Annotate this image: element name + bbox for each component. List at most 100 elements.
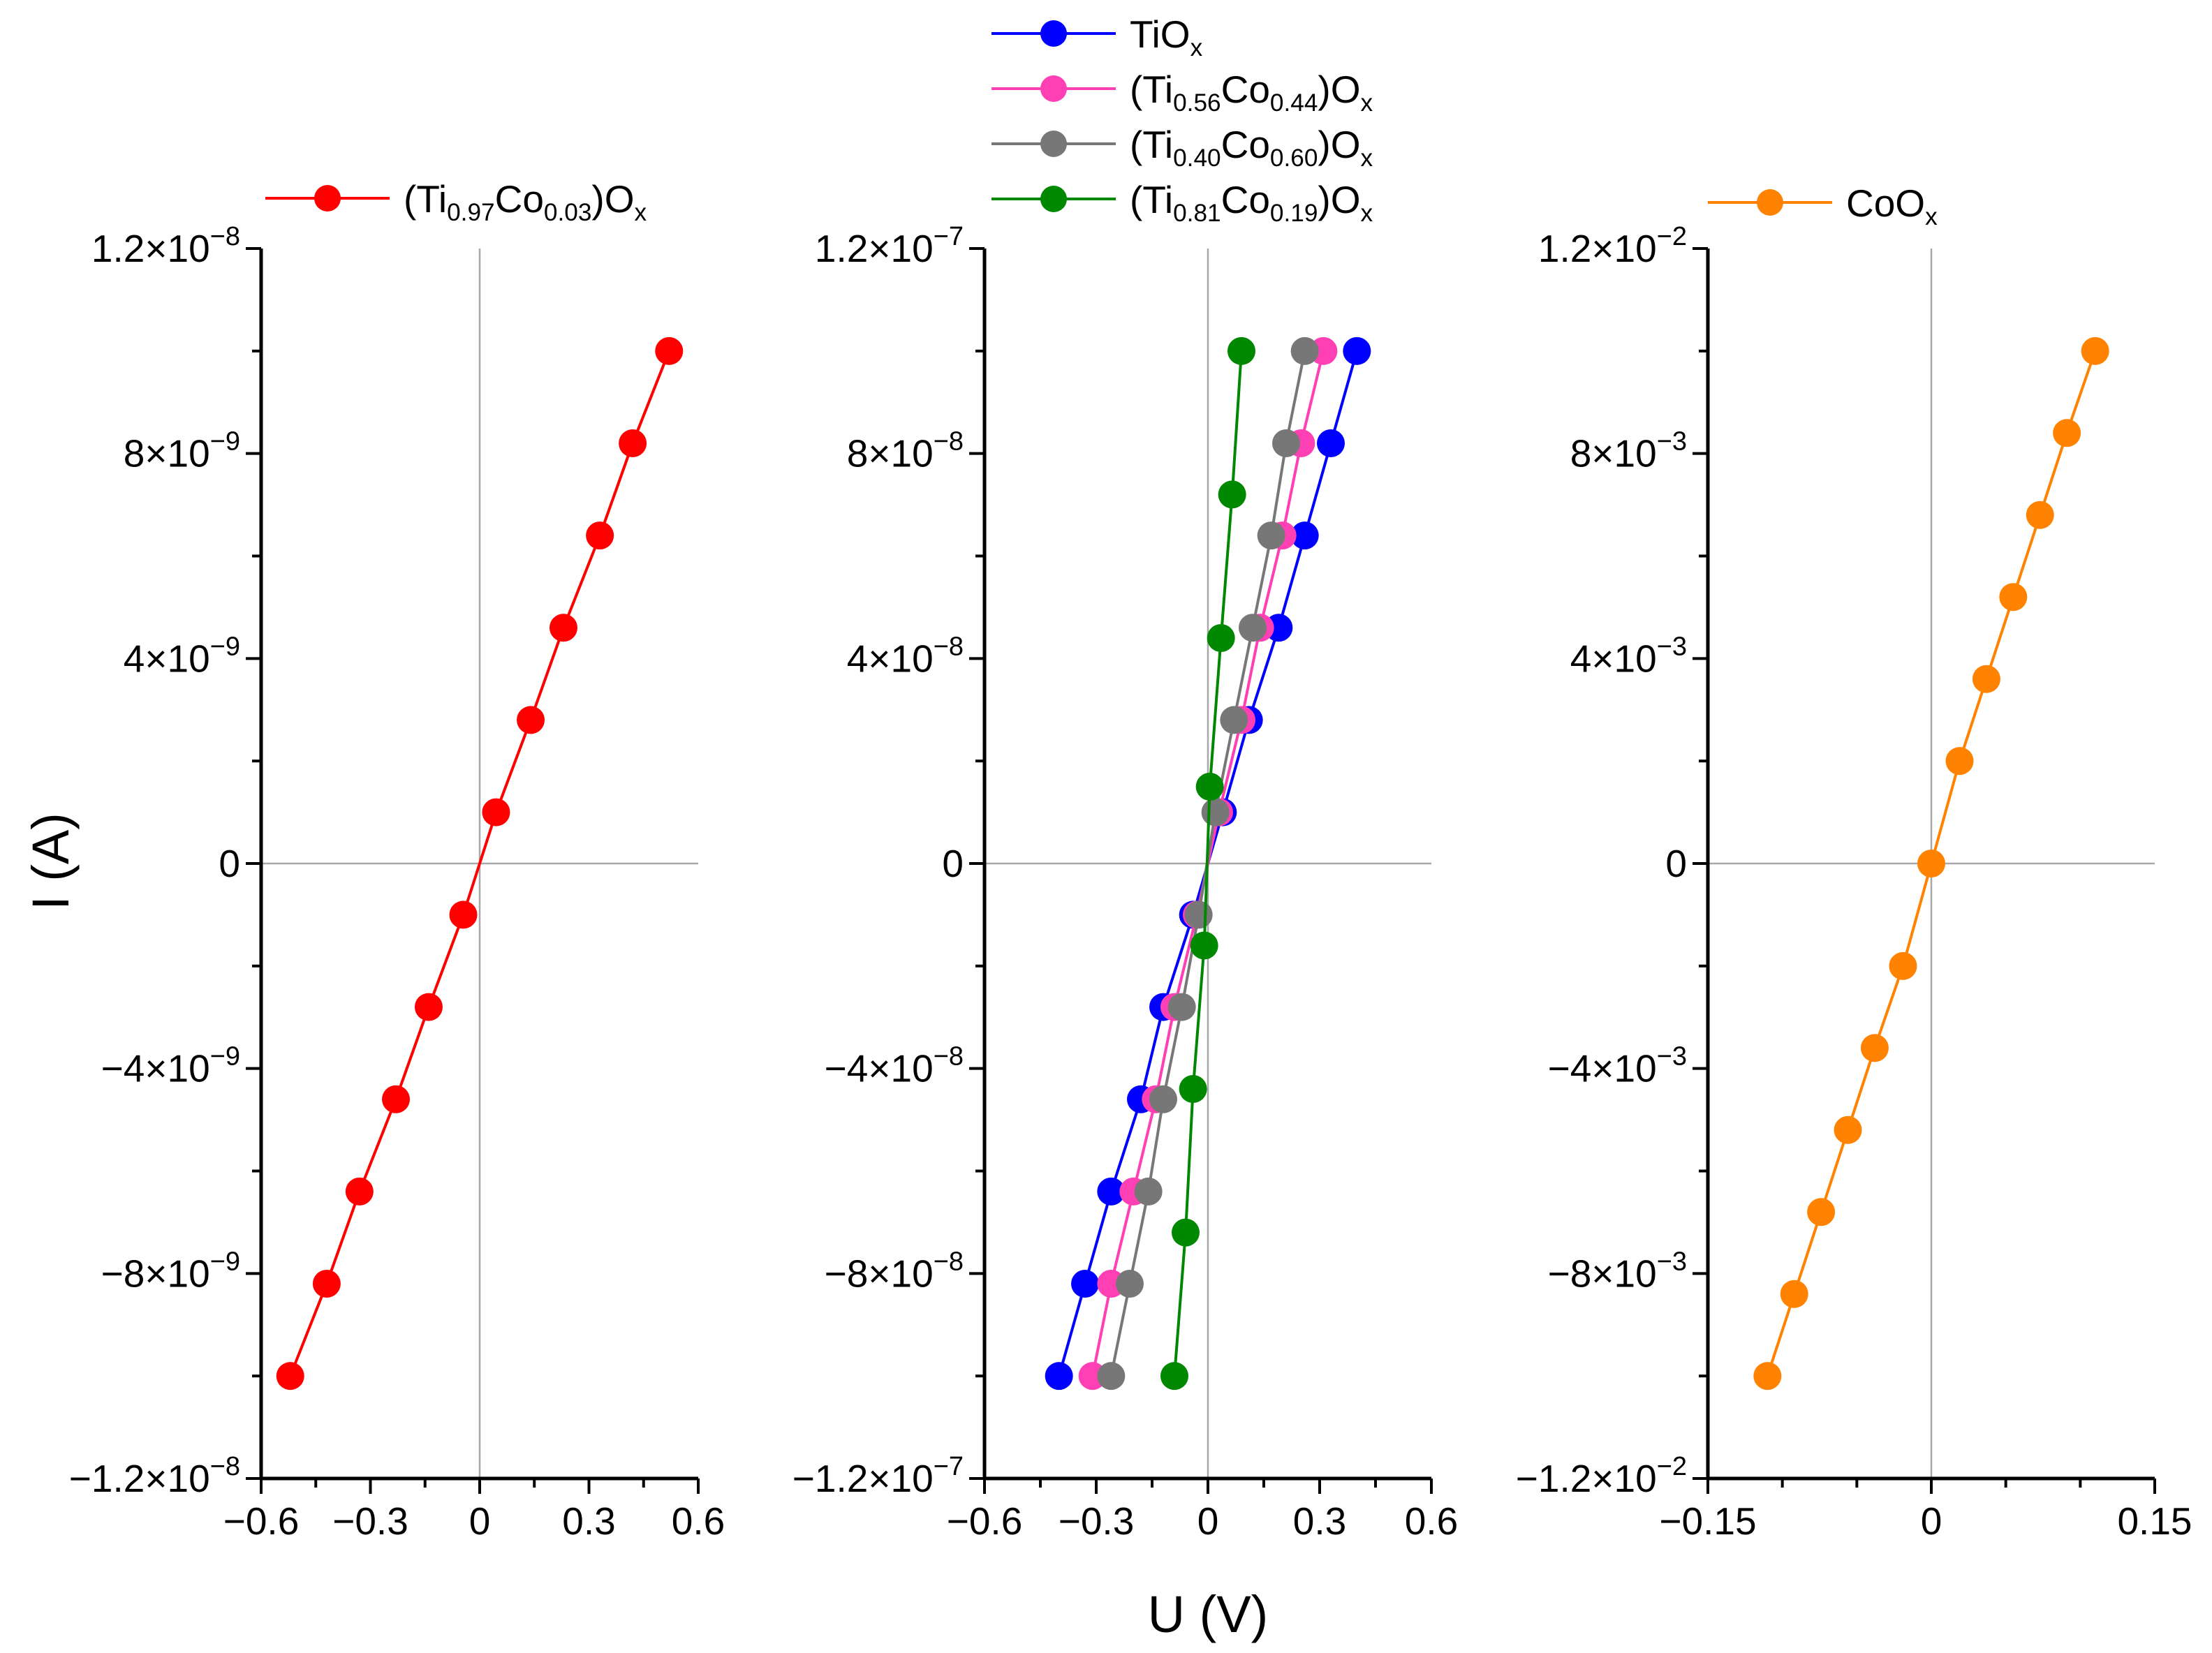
data-point bbox=[1290, 521, 1319, 550]
x-tick-label: 0 bbox=[1921, 1499, 1942, 1543]
y-tick-label: −4×10−3 bbox=[1548, 1042, 1687, 1090]
y-tick-exponent: −7 bbox=[934, 1452, 964, 1481]
data-point bbox=[414, 993, 443, 1021]
data-point bbox=[549, 614, 577, 642]
data-point bbox=[1134, 1177, 1163, 1206]
y-axis-label: I (A) bbox=[22, 813, 80, 910]
y-tick-exponent: −8 bbox=[934, 1042, 964, 1072]
x-tick-label: −0.3 bbox=[332, 1499, 408, 1543]
y-tick-exponent: −8 bbox=[934, 632, 964, 661]
y-tick-label: −8×10−8 bbox=[825, 1247, 964, 1295]
y-tick-mantissa: 0 bbox=[942, 842, 964, 885]
data-point bbox=[1220, 706, 1248, 734]
data-point bbox=[1167, 993, 1196, 1021]
y-tick-exponent: −8 bbox=[210, 1452, 240, 1481]
legend-label: (Ti0.56Co0.44)Ox bbox=[1130, 68, 1373, 117]
legend-marker bbox=[1040, 186, 1067, 212]
data-point bbox=[1889, 951, 1917, 980]
y-tick-mantissa: −4×10 bbox=[101, 1047, 210, 1090]
legend-label-part: 0.81 bbox=[1173, 200, 1221, 227]
data-point bbox=[1945, 747, 1974, 776]
legend-label-part: x bbox=[1190, 34, 1203, 61]
y-tick-label: 8×10−3 bbox=[1570, 427, 1687, 475]
legend-label: (Ti0.40Co0.60)Ox bbox=[1130, 123, 1373, 172]
data-point bbox=[1239, 614, 1267, 642]
legend-label-part: 0.44 bbox=[1270, 89, 1318, 117]
panel-right: 1.2×10−28×10−34×10−30−4×10−3−8×10−3−1.2×… bbox=[1516, 181, 2192, 1543]
legend-marker bbox=[314, 185, 341, 212]
legend-label: CoOx bbox=[1846, 181, 1938, 230]
data-point bbox=[312, 1270, 341, 1298]
x-tick-label: 0.6 bbox=[672, 1499, 725, 1543]
x-tick-label: 0.3 bbox=[1293, 1499, 1346, 1543]
y-tick-mantissa: 8×10 bbox=[1570, 432, 1657, 475]
y-tick-label: 1.2×10−8 bbox=[91, 222, 240, 270]
data-point bbox=[1179, 1075, 1207, 1104]
legend-label-part: (Ti bbox=[1130, 123, 1173, 166]
x-tick-label: 0.15 bbox=[2117, 1499, 2192, 1543]
data-point bbox=[1045, 1362, 1073, 1391]
x-tick-label: −0.6 bbox=[223, 1499, 300, 1543]
y-tick-mantissa: 4×10 bbox=[124, 637, 210, 680]
legend-marker bbox=[1040, 20, 1067, 47]
legend-label: (Ti0.81Co0.19)Ox bbox=[1130, 178, 1373, 227]
y-tick-mantissa: −4×10 bbox=[1548, 1047, 1657, 1090]
data-point bbox=[1097, 1362, 1126, 1391]
data-point bbox=[1290, 336, 1319, 365]
y-tick-mantissa: −8×10 bbox=[825, 1252, 934, 1295]
y-tick-exponent: −3 bbox=[1657, 1247, 1687, 1276]
data-point bbox=[1972, 665, 2000, 693]
data-point bbox=[1834, 1115, 1862, 1144]
data-point bbox=[1807, 1198, 1836, 1226]
y-tick-exponent: −3 bbox=[1657, 427, 1687, 457]
data-point bbox=[276, 1362, 304, 1391]
x-tick-label: 0 bbox=[1197, 1499, 1219, 1543]
x-tick-label: −0.3 bbox=[1059, 1499, 1135, 1543]
data-point bbox=[586, 521, 614, 550]
data-point bbox=[1184, 900, 1213, 929]
data-point bbox=[1190, 931, 1218, 960]
y-tick-label: 4×10−8 bbox=[847, 632, 964, 680]
data-point bbox=[1195, 772, 1224, 801]
legend-label-part: CoO bbox=[1846, 181, 1925, 225]
legend-label-part: x bbox=[1925, 203, 1938, 230]
y-tick-label: −1.2×10−2 bbox=[1516, 1452, 1687, 1500]
y-tick-label: −4×10−8 bbox=[825, 1042, 964, 1090]
legend-label-part: x bbox=[1361, 200, 1373, 227]
y-tick-mantissa: 0 bbox=[1665, 842, 1687, 885]
series-line bbox=[1173, 350, 1243, 1377]
data-point bbox=[1780, 1280, 1808, 1308]
y-tick-exponent: −2 bbox=[1657, 1452, 1687, 1481]
data-point bbox=[1343, 336, 1371, 365]
legend-label-part: (Ti bbox=[1130, 68, 1173, 111]
legend-label-part: x bbox=[635, 199, 647, 226]
y-tick-exponent: −7 bbox=[934, 222, 964, 251]
legend-label-part: 0.03 bbox=[544, 199, 592, 226]
y-tick-mantissa: −1.2×10 bbox=[792, 1457, 934, 1500]
data-point bbox=[655, 336, 684, 365]
data-point bbox=[619, 429, 647, 457]
data-point bbox=[1116, 1270, 1144, 1298]
legend-label-part: )O bbox=[591, 177, 634, 221]
data-point bbox=[1227, 336, 1255, 365]
legend-label-part: TiO bbox=[1130, 13, 1190, 56]
data-point bbox=[1149, 1085, 1177, 1113]
y-tick-exponent: −2 bbox=[1657, 222, 1687, 251]
x-axis-label: U (V) bbox=[1148, 1585, 1269, 1643]
legend-label-part: (Ti bbox=[404, 177, 447, 221]
legend-label-part: )O bbox=[1318, 123, 1360, 166]
y-tick-label: −8×10−9 bbox=[101, 1247, 240, 1295]
y-tick-mantissa: −8×10 bbox=[1548, 1252, 1657, 1295]
legend-marker bbox=[1040, 75, 1067, 102]
data-point bbox=[345, 1177, 374, 1206]
legend-label-part: 0.19 bbox=[1270, 200, 1318, 227]
data-point bbox=[1207, 623, 1235, 652]
y-tick-exponent: −3 bbox=[1657, 1042, 1687, 1072]
data-point bbox=[1317, 429, 1345, 457]
y-tick-label: 1.2×10−2 bbox=[1538, 222, 1687, 270]
x-tick-label: 0.6 bbox=[1405, 1499, 1458, 1543]
data-point bbox=[1753, 1362, 1782, 1391]
data-point bbox=[1097, 1177, 1126, 1206]
data-point bbox=[1160, 1362, 1188, 1391]
